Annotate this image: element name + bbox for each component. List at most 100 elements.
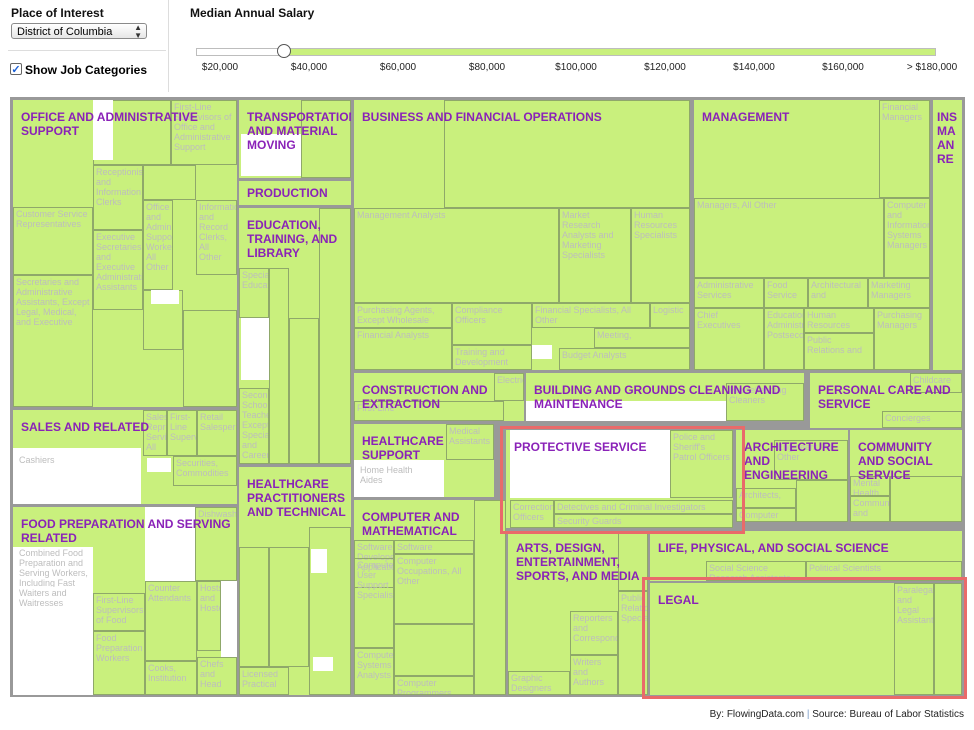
- job-cell[interactable]: Retail Salespersons: [197, 410, 237, 456]
- job-cell[interactable]: Detectives and Criminal Investigators: [554, 500, 733, 514]
- job-cell[interactable]: Purchasing Agents, Except Wholesale: [354, 303, 452, 328]
- salary-slider-track[interactable]: [196, 48, 936, 56]
- category-construction[interactable]: First-Line Electricians CONSTRUCTION AND…: [354, 373, 524, 421]
- job-cell[interactable]: Correctional Officers: [510, 500, 554, 528]
- category-healthcare-practitioners[interactable]: Licensed Practical HEALTHCARE PRACTITION…: [239, 467, 351, 695]
- job-cell[interactable]: [394, 624, 474, 676]
- job-cell[interactable]: Logistic: [650, 303, 690, 328]
- job-cell[interactable]: Food Service: [764, 278, 808, 308]
- job-cell[interactable]: Financial Managers: [879, 100, 930, 198]
- job-cell[interactable]: Combined Food Preparation and Serving Wo…: [19, 548, 88, 587]
- job-cell[interactable]: [269, 268, 289, 464]
- job-cell[interactable]: Computer Systems Analysts: [354, 648, 394, 695]
- job-cell[interactable]: Reporters and Correspondents: [570, 611, 618, 655]
- job-cell[interactable]: Secondary School Teachers, Except Specia…: [239, 388, 269, 464]
- job-cell[interactable]: Architectural and: [808, 278, 868, 308]
- category-business[interactable]: Management Analysts Market Research Anal…: [354, 100, 690, 370]
- job-cell[interactable]: Chefs and Head: [197, 657, 237, 695]
- job-cell[interactable]: Customer Service Representatives: [13, 207, 93, 275]
- job-cell[interactable]: Training and Development: [452, 345, 532, 370]
- salary-slider-left-track[interactable]: [196, 48, 284, 56]
- job-cell[interactable]: Cooks, Institution: [145, 661, 197, 695]
- job-cell[interactable]: Social Science Research Assistants: [706, 561, 806, 581]
- job-cell[interactable]: Counter Attendants: [145, 581, 197, 661]
- job-cell[interactable]: Software Developers, Systems Software: [394, 540, 474, 554]
- category-computer[interactable]: Software Developers, Applications Softwa…: [354, 500, 506, 695]
- job-cell[interactable]: Education Administrators, Postsecondary: [764, 308, 804, 370]
- job-cell[interactable]: [143, 165, 196, 200]
- job-cell[interactable]: Managers, All Other: [694, 198, 884, 278]
- category-building[interactable]: Housekeeping Cleaners BUILDING AND GROUN…: [526, 373, 804, 421]
- job-cell[interactable]: Medical Assistants: [446, 424, 494, 460]
- category-production[interactable]: PRODUCTION: [239, 181, 351, 205]
- job-cell[interactable]: Licensed Practical: [239, 667, 289, 695]
- job-cell[interactable]: Dishwashers: [195, 507, 237, 581]
- job-cell[interactable]: Computer Programmers: [394, 676, 474, 695]
- category-arts[interactable]: Reporters and Correspondents Writers and…: [508, 531, 648, 695]
- job-cell[interactable]: Special Education: [239, 268, 269, 318]
- job-cell[interactable]: Office and Administrative Support Worker…: [143, 200, 173, 290]
- job-cell[interactable]: Administrative Services: [694, 278, 764, 308]
- job-cell[interactable]: Community and: [850, 496, 890, 522]
- job-cell[interactable]: Human Resources Specialists: [631, 208, 690, 303]
- salary-slider-handle[interactable]: [277, 44, 291, 58]
- job-cell[interactable]: Management Analysts: [354, 208, 559, 303]
- category-legal[interactable]: Paralegal and Legal Assistants LEGAL: [650, 583, 962, 695]
- job-cell[interactable]: [890, 476, 962, 522]
- job-cell[interactable]: [301, 100, 351, 178]
- job-cell[interactable]: [444, 100, 690, 208]
- job-cell[interactable]: Engineers, All Other: [774, 440, 848, 480]
- job-cell[interactable]: Graphic Designers: [508, 671, 570, 695]
- job-cell[interactable]: [289, 318, 319, 464]
- category-food[interactable]: Combined Food Preparation and Serving Wo…: [13, 507, 237, 695]
- job-cell[interactable]: Waiters and Waitresses: [19, 588, 67, 608]
- job-cell[interactable]: First-Line: [354, 401, 504, 421]
- job-cell[interactable]: Childcare: [910, 373, 962, 393]
- job-cell[interactable]: Police and Sheriff's Patrol Officers: [670, 430, 733, 498]
- job-cell[interactable]: First-Line Supervisors: [167, 410, 197, 456]
- job-cell[interactable]: [934, 583, 962, 695]
- place-select[interactable]: District of Columbia ▲ ▼: [11, 23, 147, 40]
- job-cell[interactable]: Sales Representatives, Services, All: [143, 410, 167, 456]
- job-cell[interactable]: Computer User Support Specialists: [354, 558, 394, 648]
- category-installation[interactable]: INS MA AN RE: [933, 100, 962, 370]
- job-cell[interactable]: Computer and Information Systems Manager…: [884, 198, 930, 278]
- job-cell[interactable]: First-Line Supervisors of Office and Adm…: [171, 100, 237, 165]
- category-healthcare-support[interactable]: Home Health Aides Medical Assistants HEA…: [354, 424, 494, 497]
- job-cell[interactable]: Hosts and Hostesses: [197, 581, 221, 651]
- category-protective[interactable]: Police and Sheriff's Patrol Officers Det…: [506, 430, 733, 528]
- job-cell[interactable]: Secretaries and Administrative Assistant…: [13, 275, 93, 407]
- category-management[interactable]: Financial Managers Managers, All Other C…: [694, 100, 930, 370]
- job-cell[interactable]: Financial Specialists, All Other: [532, 303, 650, 328]
- job-cell[interactable]: Computer Occupations, All Other: [394, 554, 474, 624]
- job-cell[interactable]: [183, 310, 237, 407]
- job-cell[interactable]: [796, 480, 848, 522]
- category-office-admin[interactable]: Customer Service Representatives Secreta…: [13, 100, 237, 407]
- job-cell[interactable]: Mental Health: [850, 476, 890, 496]
- job-cell[interactable]: Computer: [736, 508, 796, 522]
- job-cell[interactable]: First-Line Supervisors of Food: [93, 593, 145, 631]
- footer-credit[interactable]: By: FlowingData.com: [709, 709, 805, 720]
- job-cell[interactable]: Financial Analysts: [354, 328, 452, 370]
- job-cell[interactable]: Chief Executives: [694, 308, 764, 370]
- job-cell[interactable]: [319, 208, 351, 464]
- job-cell[interactable]: [269, 547, 309, 667]
- job-cell[interactable]: Security Guards: [554, 514, 733, 528]
- job-cell[interactable]: Public Relations Specialists: [618, 591, 648, 695]
- job-cell[interactable]: [309, 527, 351, 695]
- job-cell[interactable]: Compliance Officers: [452, 303, 532, 345]
- job-cell[interactable]: Food Preparation Workers: [93, 631, 145, 695]
- job-cell[interactable]: Information and Record Clerks, All Other: [196, 200, 237, 275]
- job-cell[interactable]: Market Research Analysts and Marketing S…: [559, 208, 631, 303]
- job-cell[interactable]: Securities, Commodities: [173, 456, 237, 486]
- job-cell[interactable]: Cashiers: [19, 455, 55, 465]
- job-cell[interactable]: Purchasing Managers: [874, 308, 930, 370]
- category-education[interactable]: Special Education Secondary School Teach…: [239, 208, 351, 464]
- job-cell[interactable]: Writers and Authors: [570, 655, 618, 695]
- job-cell[interactable]: Concierges: [882, 411, 962, 428]
- category-transportation[interactable]: TRANSPORTATION AND MATERIAL MOVING: [239, 100, 351, 178]
- category-personal-care[interactable]: Childcare Concierges PERSONAL CARE AND S…: [810, 373, 962, 428]
- job-cell[interactable]: Executive Secretaries and Executive Admi…: [93, 230, 143, 310]
- job-cell[interactable]: Paralegal and Legal Assistants: [894, 583, 934, 695]
- show-categories-checkbox[interactable]: ✓: [10, 63, 22, 76]
